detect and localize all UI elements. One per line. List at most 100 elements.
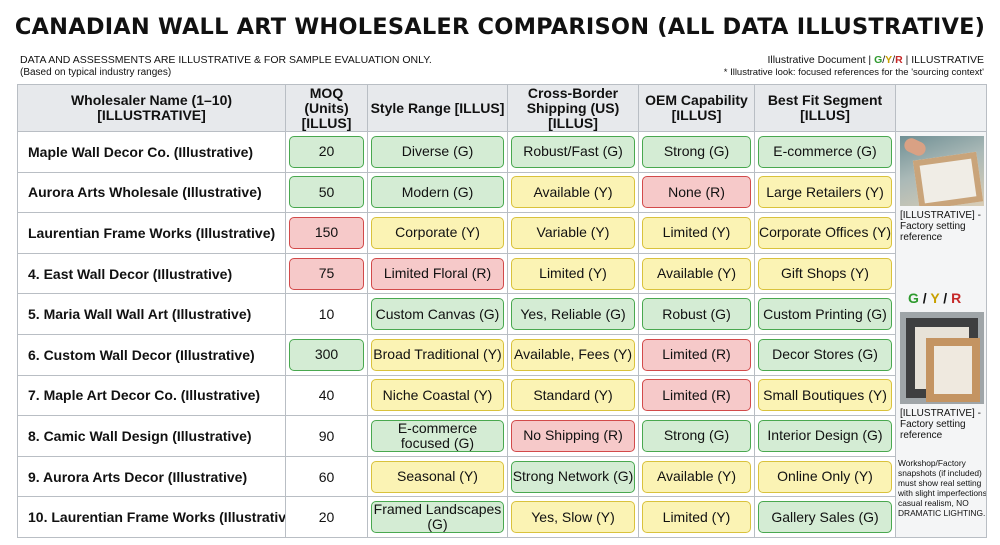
segment-cell: Decor Stores (G): [754, 333, 896, 376]
reference-sidebar: [ILLUSTRATIVE] - Factory setting referen…: [895, 131, 987, 538]
style-value: Broad Traditional (Y): [371, 338, 504, 371]
header-shipping: Cross-Border Shipping (US) [ILLUS]: [507, 84, 639, 132]
oem-cell: None (R): [638, 171, 755, 214]
style-cell: Seasonal (Y): [367, 455, 508, 498]
wholesaler-name: 5. Maria Wall Wall Art (Illustrative): [17, 293, 286, 335]
oem-value: Limited (R): [642, 379, 751, 412]
factory-photo-2: [900, 312, 984, 404]
shipping-cell: Standard (Y): [507, 374, 639, 417]
moq-value: 20: [318, 509, 335, 526]
segment-cell: Large Retailers (Y): [754, 171, 896, 214]
shipping-cell: Robust/Fast (G): [507, 131, 639, 173]
shipping-value: Robust/Fast (G): [511, 135, 635, 168]
shipping-value: Available, Fees (Y): [511, 338, 635, 371]
shipping-value: Limited (Y): [511, 257, 635, 290]
segment-cell: Small Boutiques (Y): [754, 374, 896, 417]
moq-value: 40: [318, 387, 335, 404]
segment-value: Decor Stores (G): [758, 338, 892, 371]
moq-cell: 150: [285, 212, 368, 254]
workshop-note: Workshop/Factory snapshots (if included)…: [898, 458, 987, 518]
segment-value: Large Retailers (Y): [758, 176, 892, 209]
factory-photo-1: [900, 136, 984, 206]
shipping-cell: Yes, Slow (Y): [507, 496, 639, 538]
wholesaler-name: 4. East Wall Decor (Illustrative): [17, 252, 286, 295]
segment-cell: Corporate Offices (Y): [754, 212, 896, 254]
segment-value: Interior Design (G): [758, 419, 892, 452]
legend-sep-1: /: [882, 54, 886, 66]
moq-value: 10: [318, 306, 335, 323]
oem-value: Limited (Y): [642, 216, 751, 249]
shipping-value: Strong Network (G): [511, 460, 635, 493]
shipping-cell: No Shipping (R): [507, 415, 639, 457]
shipping-cell: Available (Y): [507, 171, 639, 214]
shipping-value: Variable (Y): [511, 216, 635, 249]
wholesaler-name: 10. Laurentian Frame Works (Illustrative…: [17, 496, 286, 538]
moq-value: 150: [289, 216, 364, 249]
legend-suffix: | ILLUSTRATIVE: [905, 54, 984, 66]
table-row: 6. Custom Wall Decor (Illustrative) 300 Br…: [17, 333, 987, 376]
gyr-red: R: [951, 290, 962, 306]
oem-cell: Strong (G): [638, 131, 755, 173]
style-value: Seasonal (Y): [371, 460, 504, 493]
table-row: 5. Maria Wall Wall Art (Illustrative) 10 C…: [17, 293, 987, 335]
oem-value: Strong (G): [642, 135, 751, 168]
table-row: 10. Laurentian Frame Works (Illustrative…: [17, 496, 987, 538]
gyr-yellow: Y: [930, 290, 940, 306]
table-row: 9. Aurora Arts Decor (Illustrative) 60 Sea…: [17, 455, 987, 498]
table-row: 7. Maple Art Decor Co. (Illustrative) 40 N…: [17, 374, 987, 417]
shipping-cell: Strong Network (G): [507, 455, 639, 498]
legend-sep-2: /: [892, 54, 896, 66]
oem-value: Available (Y): [642, 460, 751, 493]
oem-cell: Limited (R): [638, 374, 755, 417]
segment-cell: Interior Design (G): [754, 415, 896, 457]
oem-value: Limited (Y): [642, 501, 751, 534]
shipping-cell: Variable (Y): [507, 212, 639, 254]
legend-green: G: [874, 54, 883, 66]
segment-value: Custom Printing (G): [758, 298, 892, 331]
segment-value: Gift Shops (Y): [758, 257, 892, 290]
table-row: 8. Camic Wall Design (Illustrative) 90 E-c…: [17, 415, 987, 457]
factory-caption-2: [ILLUSTRATIVE] - Factory setting referen…: [900, 408, 981, 441]
style-value: Niche Coastal (Y): [371, 379, 504, 412]
style-value: Corporate (Y): [371, 216, 504, 249]
style-value: Framed Landscapes (G): [371, 501, 504, 534]
moq-cell: 90: [285, 415, 368, 457]
wholesaler-name: Maple Wall Decor Co. (Illustrative): [17, 131, 286, 173]
style-value: Diverse (G): [371, 135, 504, 168]
segment-value: E-commerce (G): [758, 135, 892, 168]
moq-value: 50: [289, 176, 364, 209]
disclaimer-line-1: DATA AND ASSESSMENTS ARE ILLUSTRATIVE & …: [20, 54, 432, 66]
gyr-green: G: [908, 290, 919, 306]
moq-cell: 20: [285, 496, 368, 538]
moq-cell: 40: [285, 374, 368, 417]
style-cell: E-commerce focused (G): [367, 415, 508, 457]
oem-cell: Available (Y): [638, 252, 755, 295]
wholesaler-name: Laurentian Frame Works (Illustrative): [17, 212, 286, 254]
style-cell: Limited Floral (R): [367, 252, 508, 295]
shipping-cell: Available, Fees (Y): [507, 333, 639, 376]
header-style: Style Range [ILLUS]: [367, 84, 508, 132]
style-cell: Diverse (G): [367, 131, 508, 173]
moq-cell: 300: [285, 333, 368, 376]
oem-cell: Limited (Y): [638, 212, 755, 254]
table-row: 4. East Wall Decor (Illustrative) 75 Limit…: [17, 252, 987, 295]
style-value: Custom Canvas (G): [371, 298, 504, 331]
segment-value: Online Only (Y): [758, 460, 892, 493]
page-title: CANADIAN WALL ART WHOLESALER COMPARISON …: [14, 14, 986, 40]
segment-cell: Gallery Sales (G): [754, 496, 896, 538]
segment-cell: Custom Printing (G): [754, 293, 896, 335]
oem-cell: Limited (R): [638, 333, 755, 376]
style-cell: Corporate (Y): [367, 212, 508, 254]
wholesaler-name: 9. Aurora Arts Decor (Illustrative): [17, 455, 286, 498]
segment-value: Corporate Offices (Y): [758, 216, 892, 249]
wholesaler-name: 6. Custom Wall Decor (Illustrative): [17, 333, 286, 376]
shipping-value: Standard (Y): [511, 379, 635, 412]
oem-value: Robust (G): [642, 298, 751, 331]
shipping-value: Yes, Slow (Y): [511, 501, 635, 534]
segment-value: Small Boutiques (Y): [758, 379, 892, 412]
wholesaler-name: 7. Maple Art Decor Co. (Illustrative): [17, 374, 286, 417]
gyr-legend: G / Y / R: [908, 290, 961, 306]
oem-cell: Limited (Y): [638, 496, 755, 538]
comparison-table: Wholesaler Name (1–10) [ILLUSTRATIVE] MO…: [17, 84, 987, 538]
shipping-value: No Shipping (R): [511, 419, 635, 452]
